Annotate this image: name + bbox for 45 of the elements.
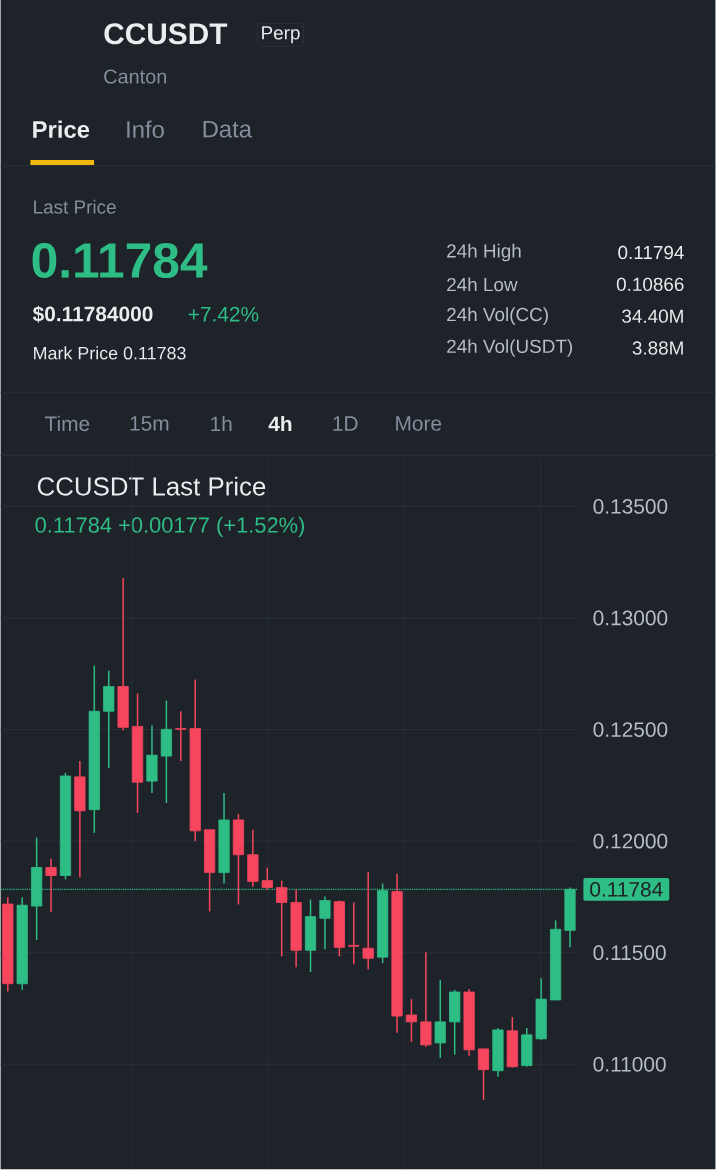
text: 15m (130, 416, 169, 431)
candlestick (319, 895, 331, 951)
candlestick (348, 901, 360, 966)
y-tick-label: 0.11500 (593, 945, 666, 961)
text: +7.42% (188, 306, 259, 322)
y-tick-label: 0.13000 (593, 610, 668, 626)
text: More (396, 416, 442, 431)
text: $0.11784000 (32, 305, 153, 323)
text: 0.11794 (618, 245, 684, 260)
y-tick-label: 0.12500 (593, 722, 668, 737)
candlestick (420, 951, 432, 1048)
candlestick (175, 710, 187, 762)
text: 0.11784 (32, 242, 208, 279)
candlestick (261, 866, 273, 891)
text: 1D (333, 416, 358, 431)
candlestick (434, 979, 446, 1059)
text: 1h (211, 415, 232, 432)
text: 24h High (447, 243, 521, 262)
text: 24h Vol(CC) (447, 307, 548, 325)
text: CCUSDT Last Price (37, 476, 266, 496)
y-tick-label: 0.13500 (593, 499, 668, 514)
text: 0.11784 +0.00177 (+1.52%) (35, 516, 305, 538)
ref-line-label: 0.11784 (590, 881, 663, 897)
text: 0.10866 (616, 277, 684, 292)
text: Time (45, 415, 90, 432)
text: 34.40M (622, 309, 683, 323)
candlestick (405, 998, 418, 1043)
candlestick (276, 879, 288, 958)
text: 24h Low (447, 277, 518, 292)
text: Last Price (34, 199, 116, 214)
y-tick-label: 0.12000 (593, 833, 668, 849)
candlestick (477, 1048, 490, 1101)
text: 24h Vol(USDT) (447, 339, 573, 357)
candlestick (362, 870, 374, 970)
text: Mark Price 0.11783 (34, 346, 186, 360)
text: Info (127, 120, 164, 138)
text: Perp (262, 26, 300, 44)
candlestick (45, 858, 57, 914)
text: Canton (104, 69, 167, 84)
text: Price (33, 120, 90, 138)
text: CCUSDT (104, 23, 228, 45)
text: 3.88M (632, 341, 683, 355)
text: Data (203, 120, 253, 138)
text: 4h (268, 415, 292, 432)
y-tick-label: 0.11000 (593, 1056, 666, 1072)
